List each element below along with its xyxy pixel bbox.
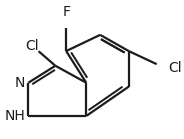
Text: Cl: Cl xyxy=(168,61,182,75)
Text: NH: NH xyxy=(4,109,25,123)
Text: F: F xyxy=(62,5,70,19)
Text: N: N xyxy=(15,76,25,90)
Text: Cl: Cl xyxy=(25,39,39,53)
